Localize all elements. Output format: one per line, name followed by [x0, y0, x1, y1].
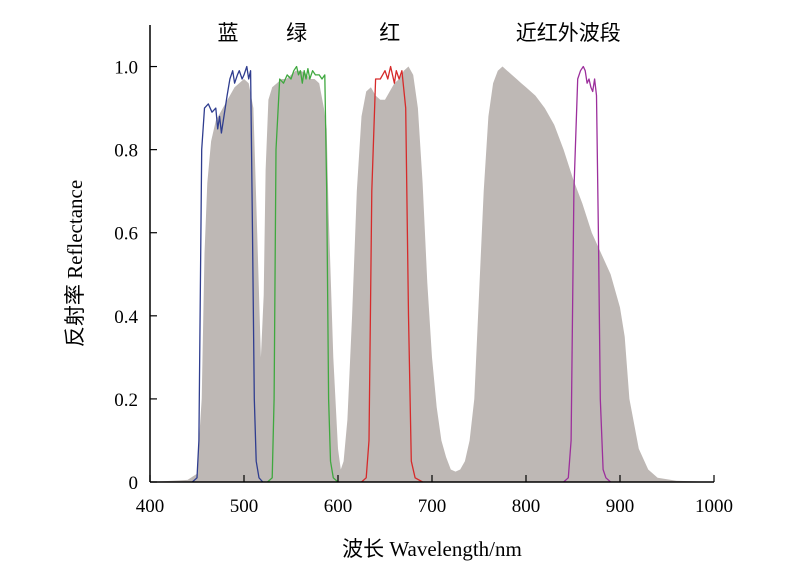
x-tick-label: 500 [230, 496, 259, 517]
x-tick-label: 900 [606, 496, 635, 517]
x-tick-label: 1000 [695, 496, 733, 517]
y-axis-title: 反射率 Reflectance [63, 180, 87, 347]
band-filter-line-2 [267, 65, 339, 483]
band-filter-line-4 [563, 65, 612, 483]
y-tick-label: 0 [129, 473, 139, 494]
band-filter-line-3 [361, 65, 423, 483]
x-axis-title: 波长 Wavelength/nm [342, 537, 522, 561]
y-tick-label: 0.4 [114, 307, 138, 328]
y-axis-ticks: 0 0.2 0.4 0.6 0.8 1.0 [114, 58, 157, 494]
x-tick-label: 400 [136, 496, 165, 517]
x-axis-ticks: 400 500 600 700 800 900 1000 [136, 475, 733, 517]
plot-area [150, 65, 714, 483]
x-tick-label: 800 [512, 496, 541, 517]
band-label-2: 红 [379, 21, 400, 45]
band-label-0: 蓝 [218, 21, 239, 45]
y-tick-label: 0.2 [114, 390, 138, 411]
band-label-1: 绿 [286, 21, 307, 45]
band-labels: 蓝 绿 红 近红外波段 [218, 21, 621, 45]
x-tick-label: 600 [324, 496, 353, 517]
band-label-3: 近红外波段 [516, 21, 621, 45]
band-filter-line-1 [191, 65, 264, 483]
x-tick-label: 700 [418, 496, 447, 517]
y-tick-label: 1.0 [114, 58, 138, 79]
y-tick-label: 0.8 [114, 141, 138, 162]
y-tick-label: 0.6 [114, 224, 138, 245]
reflectance-area [150, 66, 714, 482]
